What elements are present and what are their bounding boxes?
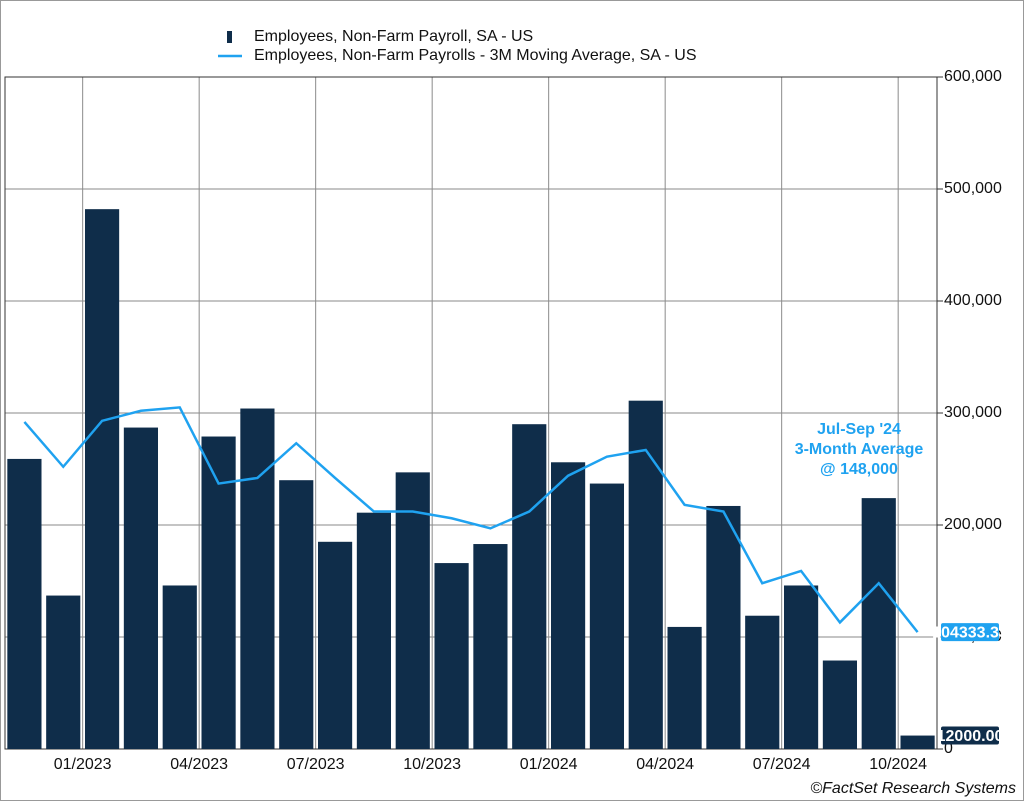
bar	[240, 408, 275, 749]
legend-label: Employees, Non-Farm Payrolls - 3M Moving…	[254, 47, 697, 64]
y-tick-label: 600,000	[944, 68, 1002, 85]
bar	[783, 585, 819, 749]
value-label-box	[941, 726, 999, 745]
x-tick-label: 07/2023	[287, 756, 345, 773]
bar	[745, 615, 780, 749]
bar	[279, 480, 314, 749]
bar	[201, 436, 236, 749]
x-tick-label: 04/2024	[636, 756, 694, 773]
bar	[822, 660, 858, 749]
value-label: 12000.00	[937, 728, 1004, 745]
bar	[434, 563, 469, 749]
bar	[46, 595, 81, 749]
bar	[395, 472, 430, 749]
value-label-box	[941, 623, 999, 642]
y-tick-label: 400,000	[944, 292, 1002, 309]
bar	[628, 400, 663, 749]
y-tick-label: 300,000	[944, 404, 1002, 421]
x-tick-label: 01/2023	[54, 756, 112, 773]
source: ©FactSet Research Systems	[810, 780, 1016, 797]
x-tick-label: 10/2023	[403, 756, 461, 773]
annotation: Jul-Sep '24	[817, 421, 901, 438]
y-tick-label: 500,000	[944, 180, 1002, 197]
bar	[512, 424, 547, 749]
legend-label: Employees, Non-Farm Payroll, SA - US	[254, 28, 533, 45]
bar	[589, 483, 625, 749]
x-tick-label: 01/2024	[520, 756, 578, 773]
bar	[861, 498, 896, 749]
legend-swatch	[227, 31, 232, 43]
bar	[550, 462, 586, 749]
x-tick-label: 10/2024	[869, 756, 927, 773]
annotation: @ 148,000	[820, 461, 898, 478]
bar	[473, 544, 508, 749]
bar	[356, 512, 392, 749]
y-tick-label: 200,000	[944, 516, 1002, 533]
bar	[84, 209, 120, 749]
x-tick-label: 04/2023	[170, 756, 228, 773]
plot-border	[4, 76, 938, 750]
value-label: 104333.33	[932, 624, 1008, 641]
annotation: 3-Month Average	[795, 441, 924, 458]
bar	[706, 505, 741, 749]
bar	[162, 585, 197, 749]
bar	[7, 458, 42, 749]
y-tick-label: 0	[944, 740, 953, 757]
x-tick-label: 07/2024	[753, 756, 811, 773]
bar	[317, 541, 353, 749]
line	[23, 406, 919, 633]
bar	[900, 735, 935, 749]
bar	[123, 427, 159, 749]
bar	[667, 626, 702, 749]
